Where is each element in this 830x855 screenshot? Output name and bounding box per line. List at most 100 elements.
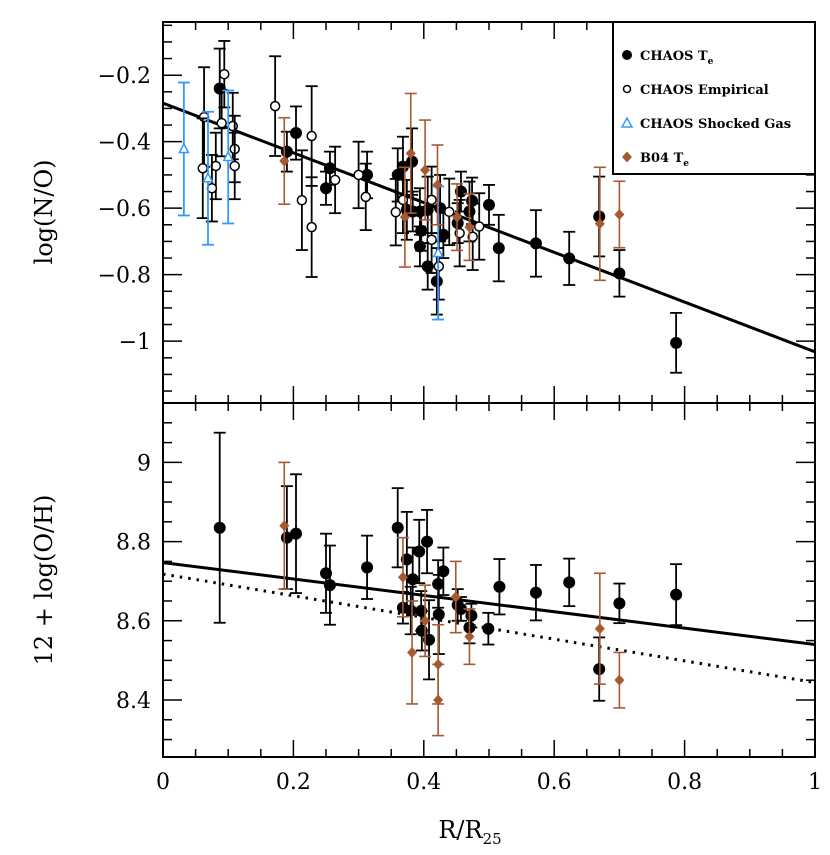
- chaos-empirical-point: [269, 55, 282, 157]
- y-tick-label: −0.2: [98, 64, 151, 89]
- chaos-te-point: [406, 127, 419, 196]
- chaos-te-point: [320, 170, 332, 206]
- diamond-marker: [420, 164, 431, 176]
- filled-circle-marker: [670, 336, 683, 349]
- b04-te-point: [463, 193, 476, 262]
- filled-circle-marker: [529, 586, 542, 599]
- data-layer: [163, 431, 815, 737]
- filled-circle-marker: [320, 567, 332, 580]
- chaos-te-point: [280, 485, 293, 591]
- legend-label-text: B04 T: [640, 151, 684, 166]
- x-tick-label: 0.6: [537, 770, 572, 795]
- chaos-te-point: [413, 518, 426, 585]
- y-tick-label: −0.8: [98, 264, 151, 289]
- x-axis-label-main: R/R: [438, 816, 483, 844]
- filled-circle-marker: [280, 145, 293, 158]
- chaos-te-point: [213, 47, 226, 130]
- open-circle-marker: [197, 163, 209, 174]
- filled-circle-marker: [483, 198, 495, 211]
- legend-filled-circle-icon: [622, 50, 632, 60]
- filled-circle-marker: [423, 633, 436, 646]
- filled-circle-marker: [465, 609, 478, 622]
- chaos-te-point: [613, 249, 626, 298]
- b04-te-point: [463, 608, 476, 666]
- chaos-empirical-point: [443, 177, 456, 246]
- open-circle-marker: [229, 160, 240, 172]
- filled-circle-marker: [361, 168, 374, 181]
- chaos-te-point: [492, 213, 505, 283]
- open-circle-marker: [306, 221, 317, 233]
- open-circle-marker: [353, 169, 364, 181]
- diamond-marker: [279, 155, 290, 167]
- triangle-marker: [178, 142, 190, 154]
- filled-circle-marker: [563, 576, 576, 589]
- x-tick-label: 1: [808, 770, 822, 795]
- legend-label-text: CHAOS Empirical: [640, 83, 769, 98]
- chaos-empirical-point: [473, 192, 486, 261]
- b04-te-point: [278, 116, 291, 205]
- legend-label-text: CHAOS Shocked Gas: [640, 117, 791, 132]
- diamond-marker: [433, 694, 444, 706]
- open-circle-marker: [467, 231, 478, 243]
- y-tick-label: 8.8: [116, 531, 151, 556]
- filled-circle-marker: [361, 561, 374, 574]
- open-circle-marker: [329, 174, 341, 186]
- b04-te-point: [432, 663, 445, 737]
- b04-te-point: [404, 92, 417, 214]
- legend: CHAOS Te CHAOS Empirical CHAOS Shocked Gas…: [612, 21, 816, 175]
- diamond-marker: [614, 674, 625, 686]
- filled-circle-marker: [391, 521, 404, 534]
- chaos-empirical-point: [359, 162, 372, 232]
- triangle-marker: [222, 150, 234, 162]
- diamond-marker: [399, 211, 410, 223]
- filled-circle-marker: [613, 597, 626, 610]
- chaos-empirical-point: [329, 145, 342, 215]
- x-axis-label-subscript: 25: [483, 830, 502, 848]
- chaos-empirical-point: [305, 85, 318, 187]
- open-circle-marker: [426, 194, 437, 206]
- chaos-te-point: [563, 557, 576, 608]
- b04-te-point: [451, 183, 464, 252]
- chaos-te-point: [670, 563, 683, 627]
- legend-box: [612, 21, 816, 175]
- open-circle-marker: [473, 221, 485, 232]
- chaos-te-point: [493, 558, 506, 616]
- legend-triangle-icon: [620, 116, 634, 128]
- legend-label: CHAOS Shocked Gas: [640, 117, 791, 132]
- legend-entry: CHAOS Te: [622, 49, 714, 67]
- legend-label: CHAOS Te: [640, 49, 714, 67]
- legend-entry: CHAOS Empirical: [622, 83, 769, 98]
- legend-open-circle-icon: [622, 84, 632, 94]
- chaos-empirical-point: [425, 165, 438, 235]
- filled-circle-marker: [670, 588, 683, 601]
- filled-circle-marker: [415, 224, 428, 237]
- data-layer: [163, 40, 815, 374]
- b04-te-point: [396, 536, 409, 618]
- chaos-empirical-point: [215, 88, 228, 158]
- diamond-marker: [405, 147, 416, 159]
- legend-label: B04 Te: [640, 151, 689, 169]
- chaos-te-point: [290, 473, 303, 594]
- legend-diamond-icon: [622, 151, 632, 163]
- filled-circle-marker: [432, 608, 445, 621]
- fit-solid-line: [163, 561, 815, 647]
- chaos-te-point: [404, 585, 417, 636]
- fit-line: [163, 101, 815, 354]
- chaos-te-point: [529, 209, 542, 278]
- b04-te-point: [593, 572, 606, 685]
- x-tick-label: 0.8: [667, 770, 702, 795]
- x-tick-label: 0: [156, 770, 170, 795]
- triangle-marker: [432, 246, 444, 258]
- x-tick-label: 0.4: [406, 770, 441, 795]
- filled-circle-marker: [413, 545, 426, 558]
- diamond-marker: [432, 179, 443, 191]
- filled-circle-marker: [400, 553, 413, 566]
- filled-circle-marker: [213, 82, 226, 95]
- top-panel-n-o: −0.2 −0.4 −0.6 −0.8 −1: [98, 21, 816, 404]
- filled-circle-marker: [437, 228, 450, 241]
- diamond-marker: [614, 208, 625, 220]
- y-tick-label: −0.6: [98, 197, 151, 222]
- legend-label-subscript: e: [708, 57, 714, 67]
- open-circle-marker: [269, 100, 281, 112]
